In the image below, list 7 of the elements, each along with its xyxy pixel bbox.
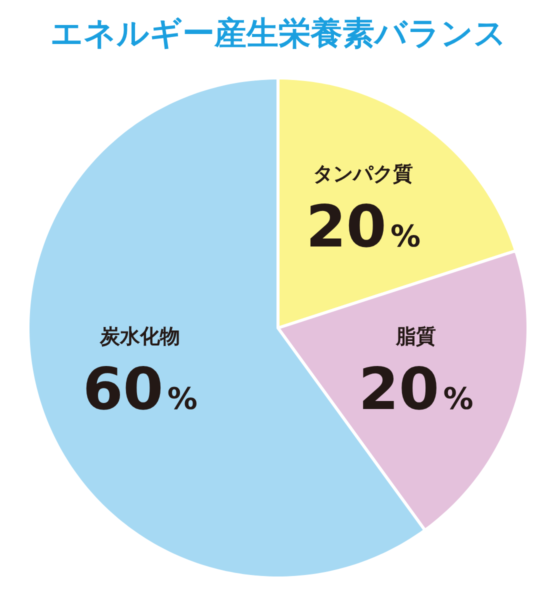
slice-label: 炭水化物 (99, 324, 180, 348)
data-label: 60% (82, 354, 198, 423)
data-label: 20% (358, 354, 474, 423)
chart-title: エネルギー産生栄養素バランス (50, 14, 506, 52)
data-label: 20% (306, 192, 421, 261)
slice-label: 脂質 (394, 324, 436, 348)
slice-label: タンパク質 (313, 162, 414, 186)
